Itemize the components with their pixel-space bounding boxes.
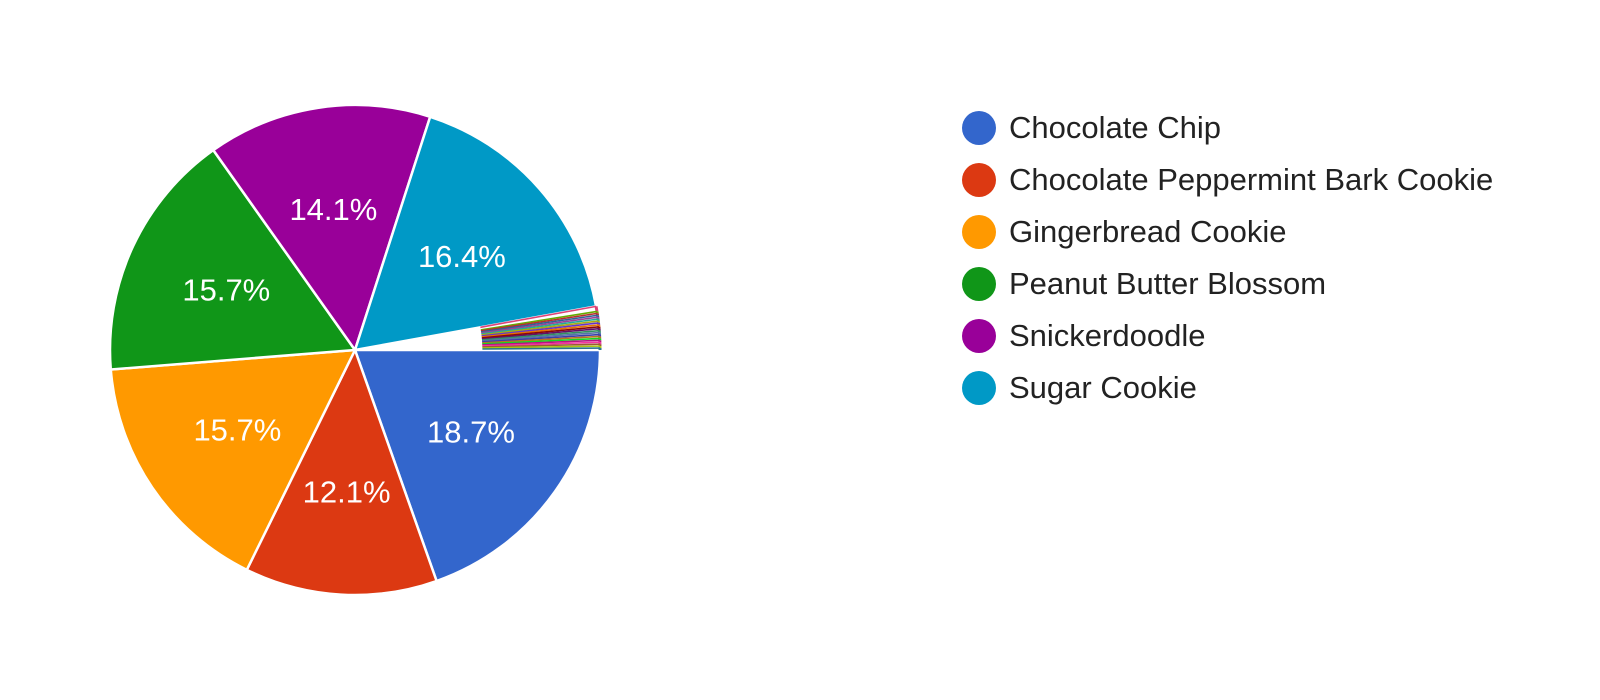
pie-slice-minor-edge (482, 347, 600, 350)
pie-slice-minor-edge (482, 339, 600, 346)
legend-swatch (962, 267, 996, 301)
legend-item: Peanut Butter Blossom (962, 258, 1493, 310)
legend-swatch (962, 111, 996, 145)
pie-slice (211, 103, 432, 353)
pie-slice-minor-edge (481, 326, 599, 339)
legend-label: Chocolate Chip (1009, 110, 1221, 145)
pie-slice (109, 348, 358, 572)
pie-slice-minor-edge (482, 335, 600, 344)
slice-label: 14.1% (289, 192, 377, 227)
pie-slice-minor-edge (481, 329, 600, 341)
pie-slice-minor-edge (482, 341, 600, 347)
legend-swatch (962, 371, 996, 405)
legend-label: Sugar Cookie (1009, 370, 1197, 405)
legend-item: Sugar Cookie (962, 362, 1493, 414)
pie-slice-minor-edge (481, 322, 599, 337)
legend-label: Chocolate Peppermint Bark Cookie (1009, 162, 1494, 197)
pie-slice-minor-edge (482, 337, 600, 345)
pie-slice-minor-edge (482, 345, 600, 349)
pie-slice-minor-edge (481, 324, 599, 338)
pie-slice-minor-edge (481, 320, 599, 336)
pie-slice (245, 346, 439, 597)
legend-swatch (962, 215, 996, 249)
pie-slice (108, 148, 358, 371)
chart-legend: Chocolate Chip Chocolate Peppermint Bark … (962, 102, 1493, 414)
legend-item: Chocolate Peppermint Bark Cookie (962, 154, 1493, 206)
pie-slice-minor-edge (482, 343, 600, 348)
slice-label: 16.4% (418, 239, 506, 274)
pie-slice (353, 115, 598, 352)
slice-label: 12.1% (303, 474, 391, 509)
legend-item: Chocolate Chip (962, 102, 1493, 154)
pie-slice-minor-edge (480, 314, 598, 333)
pie-slice-minor-edge (481, 316, 598, 334)
pie-slice-minor-edge (481, 327, 600, 340)
legend-swatch (962, 163, 996, 197)
slice-label: 15.7% (182, 272, 270, 307)
slice-label: 18.7% (427, 415, 515, 450)
legend-label: Peanut Butter Blossom (1009, 266, 1327, 301)
pie-slice-minor-edge (480, 305, 597, 329)
legend-swatch (962, 319, 996, 353)
legend-item: Gingerbread Cookie (962, 206, 1493, 258)
legend-label: Snickerdoodle (1009, 318, 1206, 353)
legend-item: Snickerdoodle (962, 310, 1493, 362)
pie-slice-minor-edge (481, 318, 599, 335)
slice-label: 15.7% (193, 412, 281, 447)
legend-label: Gingerbread Cookie (1009, 214, 1287, 249)
pie-slice-minor-edge (480, 310, 598, 331)
pie-slice-minor-edge (480, 312, 598, 332)
pie-slice-minor-edge (482, 333, 600, 343)
pie-slice-minor-edge (482, 331, 600, 342)
